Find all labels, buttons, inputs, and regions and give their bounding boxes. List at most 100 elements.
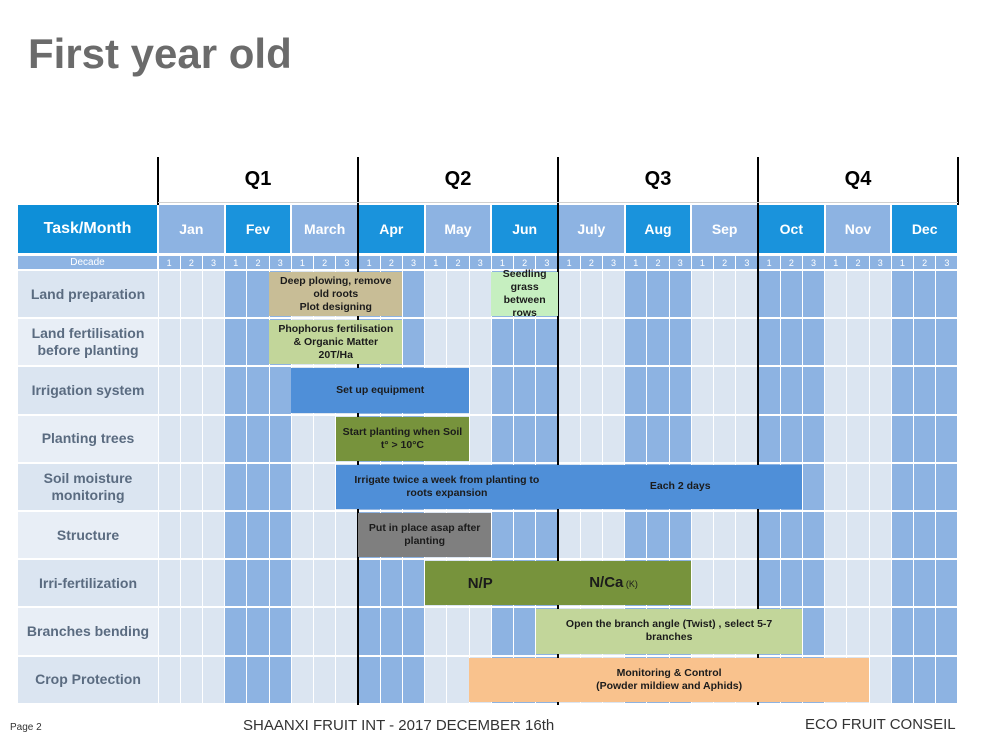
grid-cell [491, 512, 514, 559]
grid-cell [847, 608, 869, 655]
grid-cell [425, 319, 447, 366]
grid-cell [825, 512, 847, 559]
grid-cell [914, 367, 936, 414]
grid-cell [558, 319, 580, 366]
grid-cell [691, 271, 714, 318]
grid-cell [580, 319, 602, 366]
month-header: Aug [625, 205, 691, 253]
grid-cell [802, 415, 825, 462]
grid-cell [914, 560, 936, 607]
task-bar-line: Irrigate twice a week from planting to [354, 473, 540, 486]
decade-cell [447, 256, 469, 269]
grid-cell [914, 608, 936, 655]
month-header: Jun [492, 205, 557, 253]
grid-cell [491, 415, 514, 462]
grid-cell [558, 415, 580, 462]
decade-number: 2 [255, 258, 261, 268]
task-bar-line: & Organic Matter [293, 335, 379, 348]
grid-cell [314, 608, 336, 655]
grid-cell [758, 319, 780, 366]
grid-cell [247, 512, 269, 559]
grid-cell [825, 608, 847, 655]
grid-cell [358, 656, 380, 703]
decade-number: 3 [611, 258, 617, 268]
grid-cell [758, 415, 780, 462]
grid-cell [869, 415, 891, 462]
task-bar-line: N/P [467, 574, 493, 592]
grid-cell [936, 319, 958, 366]
grid-cell [180, 463, 202, 510]
grid-cell [291, 463, 314, 510]
task-bar: Each 2 days [558, 464, 803, 509]
grid-cell [314, 415, 336, 462]
grid-cell [936, 656, 958, 703]
decade-number: 1 [566, 258, 572, 268]
task-bar: Start planting when Soil t° > 10°C [335, 416, 470, 461]
grid-cell [714, 319, 736, 366]
grid-cell [469, 271, 491, 318]
grid-cell [580, 271, 602, 318]
grid-cell [625, 271, 647, 318]
grid-cell [602, 415, 625, 462]
decade-cell [380, 256, 402, 269]
grid-cell [802, 608, 825, 655]
grid-cell [602, 319, 625, 366]
task-bar-line: branches [645, 631, 693, 644]
decade-number: 1 [366, 258, 372, 268]
grid-cell [847, 367, 869, 414]
grid-cell [602, 367, 625, 414]
decade-cell [425, 256, 447, 269]
grid-cell [914, 271, 936, 318]
decade-cell [269, 256, 291, 269]
decade-number: 2 [588, 258, 594, 268]
grid-cell [469, 415, 491, 462]
grid-cell [514, 319, 536, 366]
decade-number: 3 [411, 258, 417, 268]
grid-cell [247, 656, 269, 703]
grid-cell [514, 415, 536, 462]
task-label: Planting trees [18, 415, 158, 462]
decade-cell [847, 256, 869, 269]
grid-cell [336, 512, 358, 559]
grid-cell [825, 319, 847, 366]
grid-cell [869, 463, 891, 510]
grid-cell [891, 560, 914, 607]
decade-cell [402, 256, 425, 269]
grid-cell [691, 319, 714, 366]
task-bar-text: Seedling grass between rows [491, 268, 558, 320]
month-header: July [559, 205, 624, 253]
decade-cell [625, 256, 647, 269]
grid-cell [869, 656, 891, 703]
grid-cell [158, 656, 180, 703]
decade-number: 2 [722, 258, 728, 268]
task-bar: N/Ca (K) [535, 561, 692, 606]
grid-cell [202, 512, 225, 559]
grid-cell [180, 319, 202, 366]
grid-cell [180, 560, 202, 607]
task-bar-line: roots expansion [406, 486, 488, 499]
grid-cell [180, 415, 202, 462]
task-bar-line: Open the branch angle (Twist) , select 5… [565, 618, 773, 631]
decade-number: 1 [433, 258, 439, 268]
page-number: Page 2 [10, 722, 42, 733]
task-bar: Phophorus fertilisation & Organic Matter 2… [269, 320, 403, 365]
decade-number: 1 [633, 258, 639, 268]
decade-number: 3 [944, 258, 950, 268]
grid-cell [914, 415, 936, 462]
task-bar-text: Set up equipment [336, 384, 424, 397]
grid-cell [536, 512, 558, 559]
grid-cell [402, 656, 425, 703]
grid-cell [669, 319, 691, 366]
task-bar: Irrigate twice a week from planting to ro… [335, 464, 558, 509]
grid-cell [180, 512, 202, 559]
task-bar-text: Each 2 days [650, 480, 711, 493]
grid-cell [536, 367, 558, 414]
grid-cell [158, 271, 180, 318]
decade-cell [602, 256, 625, 269]
decade-cell [869, 256, 891, 269]
grid-cell [180, 656, 202, 703]
grid-cell [802, 271, 825, 318]
grid-cell [402, 608, 425, 655]
grid-cell [225, 463, 247, 510]
decade-number: 2 [188, 258, 194, 268]
